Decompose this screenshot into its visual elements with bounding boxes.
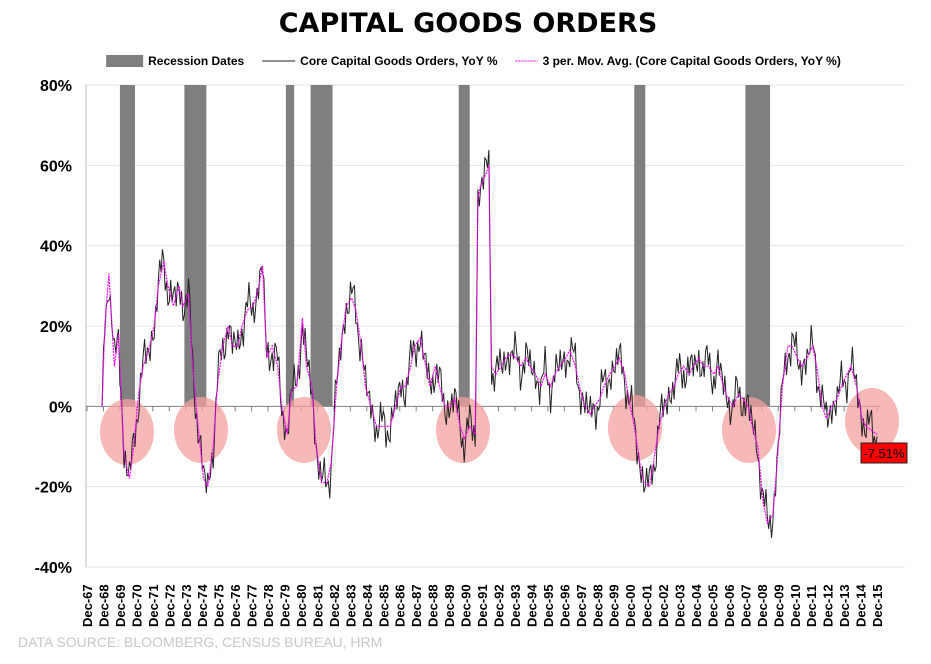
x-tick-label: Dec-08 (755, 584, 770, 627)
x-tick-label: Dec-84 (360, 584, 375, 627)
data-source-note: DATA SOURCE: BLOOMBERG, CENSUS BUREAU, H… (18, 634, 382, 650)
recession-bar (458, 85, 470, 407)
x-tick-label: Dec-68 (96, 584, 111, 627)
x-tick-label: Dec-10 (788, 584, 803, 627)
x-tick-label: Dec-67 (80, 584, 95, 627)
x-tick-label: Dec-05 (705, 584, 720, 627)
gridlines (86, 84, 905, 568)
x-tick-label: Dec-86 (393, 584, 408, 627)
series-moving-average (101, 165, 878, 525)
last-value-callout: -7.51% (860, 442, 908, 464)
x-tick-label: Dec-01 (640, 584, 655, 627)
x-tick-label: Dec-83 (343, 584, 358, 627)
y-tick-label: 0% (49, 399, 72, 416)
x-tick-label: Dec-90 (459, 584, 474, 627)
chart-title: CAPITAL GOODS ORDERS (279, 8, 658, 39)
recession-bar (634, 85, 646, 407)
recession-bar (310, 85, 333, 407)
x-tick-label: Dec-95 (541, 584, 556, 627)
x-tick-label: Dec-81 (310, 584, 325, 627)
legend: Recession Dates Core Capital Goods Order… (106, 54, 841, 68)
x-tick-label: Dec-14 (854, 584, 869, 627)
x-tick-label: Dec-00 (623, 584, 638, 627)
x-tick-label: Dec-96 (557, 584, 572, 627)
x-tick-label: Dec-85 (376, 584, 391, 627)
series-core-capital-goods-orders (101, 149, 878, 538)
highlight-circle (722, 397, 776, 463)
x-tick-label: Dec-97 (574, 584, 589, 627)
legend-swatch-recession (106, 55, 144, 67)
y-tick-label: 80% (40, 78, 72, 95)
x-tick-label: Dec-03 (673, 584, 688, 627)
y-tick-label: 40% (40, 239, 72, 256)
x-tick-label: Dec-73 (179, 584, 194, 627)
x-tick-label: Dec-04 (689, 584, 704, 627)
x-tick-label: Dec-12 (821, 584, 836, 627)
x-tick-label: Dec-74 (195, 584, 210, 627)
y-axis: 80% 60% 40% 20% 0% -20% -40% (35, 78, 72, 577)
x-tick-label: Dec-98 (590, 584, 605, 627)
legend-label-moving-avg: 3 per. Mov. Avg. (Core Capital Goods Ord… (543, 54, 841, 68)
highlight-circle (100, 399, 154, 465)
recession-bar (184, 85, 207, 407)
recession-bar (745, 85, 771, 407)
y-tick-label: -40% (35, 560, 72, 577)
x-tick-label: Dec-11 (804, 585, 819, 627)
recession-bar (285, 85, 295, 407)
recession-bars (119, 85, 771, 407)
x-tick-label: Dec-93 (508, 584, 523, 627)
x-tick-label: Dec-09 (771, 584, 786, 627)
x-tick-label: Dec-15 (870, 584, 885, 627)
x-tick-label: Dec-94 (524, 584, 539, 627)
x-tick-label: Dec-91 (475, 584, 490, 627)
y-tick-label: 20% (40, 319, 72, 336)
x-tick-label: Dec-99 (607, 584, 622, 627)
x-axis: Dec-67 Dec-68 Dec-69 Dec-70 Dec-71 Dec-72 Dec-… (80, 405, 885, 627)
recession-bar (119, 85, 136, 407)
x-tick-label: Dec-87 (409, 584, 424, 627)
x-tick-label: Dec-72 (162, 584, 177, 627)
x-tick-label: Dec-71 (146, 584, 161, 627)
x-tick-label: Dec-07 (738, 584, 753, 627)
x-tick-label: Dec-92 (492, 584, 507, 627)
x-tick-label: Dec-77 (245, 584, 260, 627)
x-tick-label: Dec-78 (261, 584, 276, 627)
x-tick-label: Dec-76 (228, 584, 243, 627)
x-tick-label: Dec-89 (442, 584, 457, 627)
x-tick-label: Dec-69 (113, 584, 128, 627)
legend-label-recession: Recession Dates (148, 54, 244, 68)
y-tick-label: 60% (40, 158, 72, 175)
x-tick-label: Dec-06 (722, 584, 737, 627)
x-tick-label: Dec-88 (426, 584, 441, 627)
highlight-circle (277, 397, 331, 463)
y-tick-label: -20% (35, 480, 72, 497)
x-tick-label: Dec-79 (278, 584, 293, 627)
x-tick-label: Dec-13 (837, 584, 852, 627)
x-tick-label: Dec-75 (212, 584, 227, 627)
x-tick-label: Dec-02 (656, 584, 671, 627)
x-tick-label: Dec-80 (294, 584, 309, 627)
last-value-label: -7.51% (863, 446, 905, 461)
highlight-circles (100, 388, 899, 465)
x-tick-label: Dec-70 (129, 584, 144, 627)
x-tick-label: Dec-82 (327, 584, 342, 627)
legend-label-core: Core Capital Goods Orders, YoY % (300, 54, 498, 68)
